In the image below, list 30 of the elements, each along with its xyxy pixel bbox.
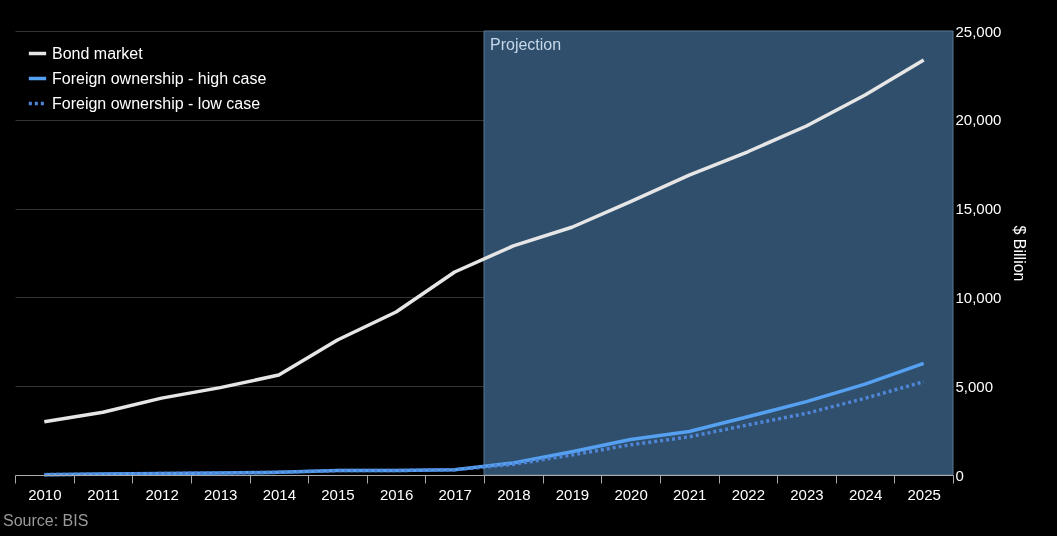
source-note: Source: BIS — [3, 512, 89, 529]
x-tick-label: 2013 — [204, 485, 238, 503]
x-tick-label: 2021 — [673, 485, 707, 503]
y-axis-title: $ Billion — [1011, 225, 1029, 282]
y-tick-label: 5,000 — [955, 377, 994, 395]
x-tick-label: 2017 — [438, 485, 472, 503]
x-tick-label: 2016 — [379, 485, 414, 503]
y-tick-label: 15,000 — [955, 200, 1002, 218]
x-tick-label: 2024 — [848, 485, 883, 503]
legend-label: Bond market — [52, 44, 144, 62]
x-tick-label: 2022 — [731, 485, 765, 503]
x-tick-label: 2023 — [790, 485, 824, 503]
x-tick-label: 2015 — [321, 485, 355, 503]
y-tick-label: 0 — [955, 466, 964, 484]
y-tick-label: 25,000 — [955, 22, 1002, 40]
line-series — [42, 58, 926, 424]
x-tick-label: 2020 — [614, 485, 648, 503]
x-tick-label: 2025 — [907, 485, 941, 503]
x-tick-label: 2019 — [555, 485, 590, 503]
x-tick-label: 2014 — [262, 485, 296, 503]
x-tick-label: 2010 — [28, 485, 62, 503]
x-tick-label: 2012 — [145, 485, 179, 503]
legend-label: Foreign ownership - low case — [52, 94, 261, 112]
band-label: Projection — [490, 36, 562, 53]
x-tick-label: 2011 — [87, 485, 120, 503]
y-tick-label: 10,000 — [955, 288, 1002, 306]
line-series — [42, 380, 926, 477]
x-tick-label: 2018 — [497, 485, 531, 503]
y-tick-label: 20,000 — [955, 111, 1002, 129]
legend-label: Foreign ownership - high case — [52, 69, 267, 87]
